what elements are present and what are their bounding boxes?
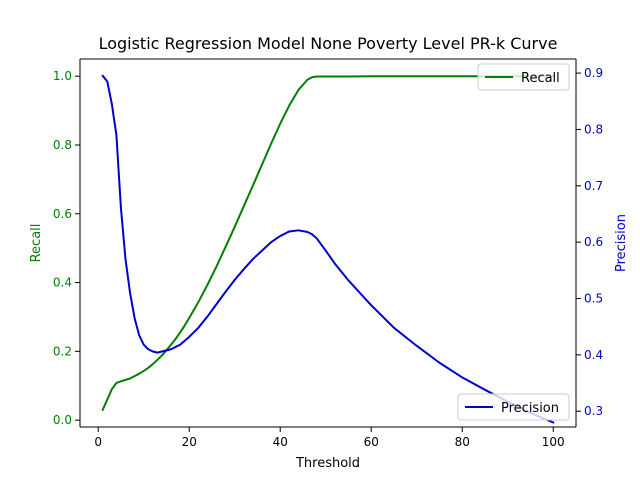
x-tick-label: 40: [273, 435, 288, 449]
left-y-tick-label: 1.0: [53, 69, 72, 83]
left-y-tick-label: 0.6: [53, 207, 72, 221]
right-y-tick-label: 0.7: [584, 179, 603, 193]
x-tick-label: 0: [94, 435, 102, 449]
x-tick-label: 60: [364, 435, 379, 449]
left-y-tick-label: 0.0: [53, 413, 72, 427]
left-y-tick-label: 0.2: [53, 344, 72, 358]
right-y-tick-label: 0.6: [584, 235, 603, 249]
precision-series-line: [101, 74, 555, 424]
x-tick-label: 100: [542, 435, 565, 449]
plot-area: 0 20 40 60 80 100 0.0 0.2 0.4 0.6 0.8 1.0 0.3 0.4 0.5 0…: [53, 58, 603, 449]
chart-title: Logistic Regression Model None Poverty L…: [99, 34, 558, 53]
legend-precision: Precision: [457, 393, 570, 421]
legend-recall-label: Recall: [521, 71, 560, 86]
legend-precision-label: Precision: [501, 401, 559, 416]
right-y-tick-label: 0.9: [584, 66, 603, 80]
left-y-tick-label: 0.4: [53, 276, 72, 290]
left-y-axis-label: Recall: [29, 224, 44, 263]
right-y-tick-label: 0.3: [584, 404, 603, 418]
recall-series-line: [101, 75, 555, 412]
legend-recall-box: [477, 63, 570, 91]
legend-recall: Recall: [477, 63, 570, 91]
legend-precision-box: [457, 393, 570, 421]
x-axis-label: Threshold: [295, 456, 360, 471]
x-tick-label: 20: [182, 435, 197, 449]
x-tick-label: 80: [455, 435, 470, 449]
right-y-tick-label: 0.5: [584, 292, 603, 306]
right-y-tick-label: 0.4: [584, 348, 603, 362]
right-y-tick-label: 0.8: [584, 122, 603, 136]
left-y-tick-label: 0.8: [53, 138, 72, 152]
right-y-axis-label: Precision: [614, 214, 629, 272]
